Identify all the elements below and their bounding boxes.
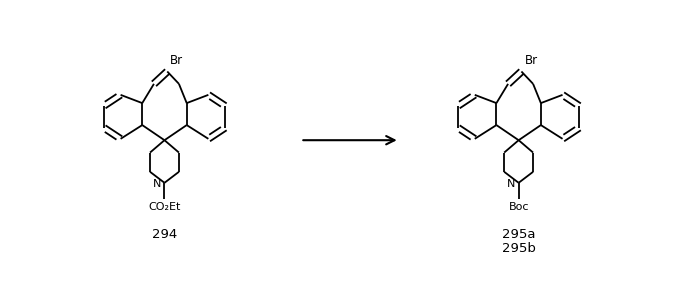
Text: 295b: 295b: [502, 242, 535, 255]
Text: N: N: [153, 179, 161, 189]
Text: Br: Br: [524, 53, 538, 66]
Text: 294: 294: [152, 228, 177, 241]
Text: Br: Br: [171, 53, 183, 66]
Text: 295a: 295a: [502, 228, 535, 241]
Text: N: N: [507, 179, 516, 189]
Text: Boc: Boc: [508, 202, 529, 212]
Text: CO₂Et: CO₂Et: [148, 202, 180, 212]
